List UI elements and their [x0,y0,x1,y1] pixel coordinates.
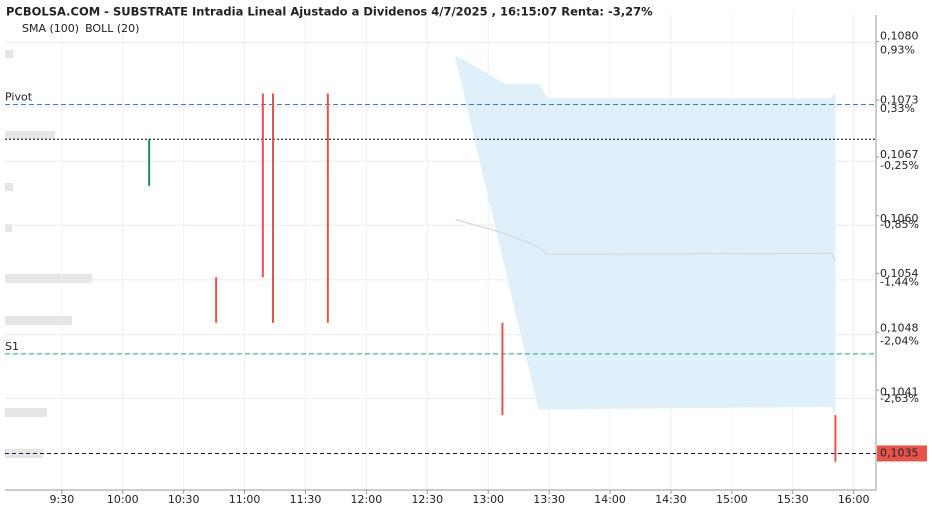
x-tick-label: 15:30 [777,493,809,506]
x-tick-label: 12:00 [351,493,383,506]
y-tick-label: 0,1041 [880,386,919,399]
level-name: Pivot [5,91,33,104]
x-tick-label: 10:00 [107,493,139,506]
y-tick-label: 0,1073 [880,93,919,106]
x-tick-label: 15:00 [716,493,748,506]
level-name: S1 [5,340,19,353]
x-tick-label: 11:30 [290,493,322,506]
band-upper [455,55,836,100]
x-tick-label: 13:30 [533,493,565,506]
x-tick-label: 14:00 [594,493,626,506]
x-tick-label: 13:00 [472,493,504,506]
band-lower [454,55,837,415]
price-tag-label: 0,1035 [880,446,919,459]
price-tag [877,445,927,462]
band-middle [455,219,836,262]
x-tick-label: 10:30 [168,493,200,506]
x-tick-label: 12:30 [411,493,443,506]
left-placeholders [5,50,92,458]
legend-entry: BOLL (20) [85,22,139,35]
y-tick-label: 0,1054 [880,267,919,280]
y-tick-label: 0,1080 [880,29,919,42]
y2-tick-label: -1,44% [880,276,919,289]
y-tick-label: 0,1060 [880,212,919,225]
y-tick-label: 0,1067 [880,148,919,161]
chart-title: PCBOLSA.COM - SUBSTRATE Intradia Lineal … [6,5,653,19]
band-fill [455,56,836,415]
y2-tick-label: -0,85% [880,218,919,231]
x-tick-label: 16:00 [838,493,870,506]
x-tick-label: 11:00 [229,493,261,506]
y2-tick-label: -2,63% [880,392,919,405]
y2-tick-label: -2,04% [880,334,919,347]
y2-tick-label: -0,25% [880,159,919,172]
y-tick-label: 0,1048 [880,322,919,335]
y2-tick-label: 0,33% [880,102,915,115]
legend-entry: SMA (100) [22,22,79,35]
y2-tick-label: 0,93% [880,43,915,56]
x-tick-label: 9:30 [49,493,74,506]
x-tick-label: 14:30 [655,493,687,506]
